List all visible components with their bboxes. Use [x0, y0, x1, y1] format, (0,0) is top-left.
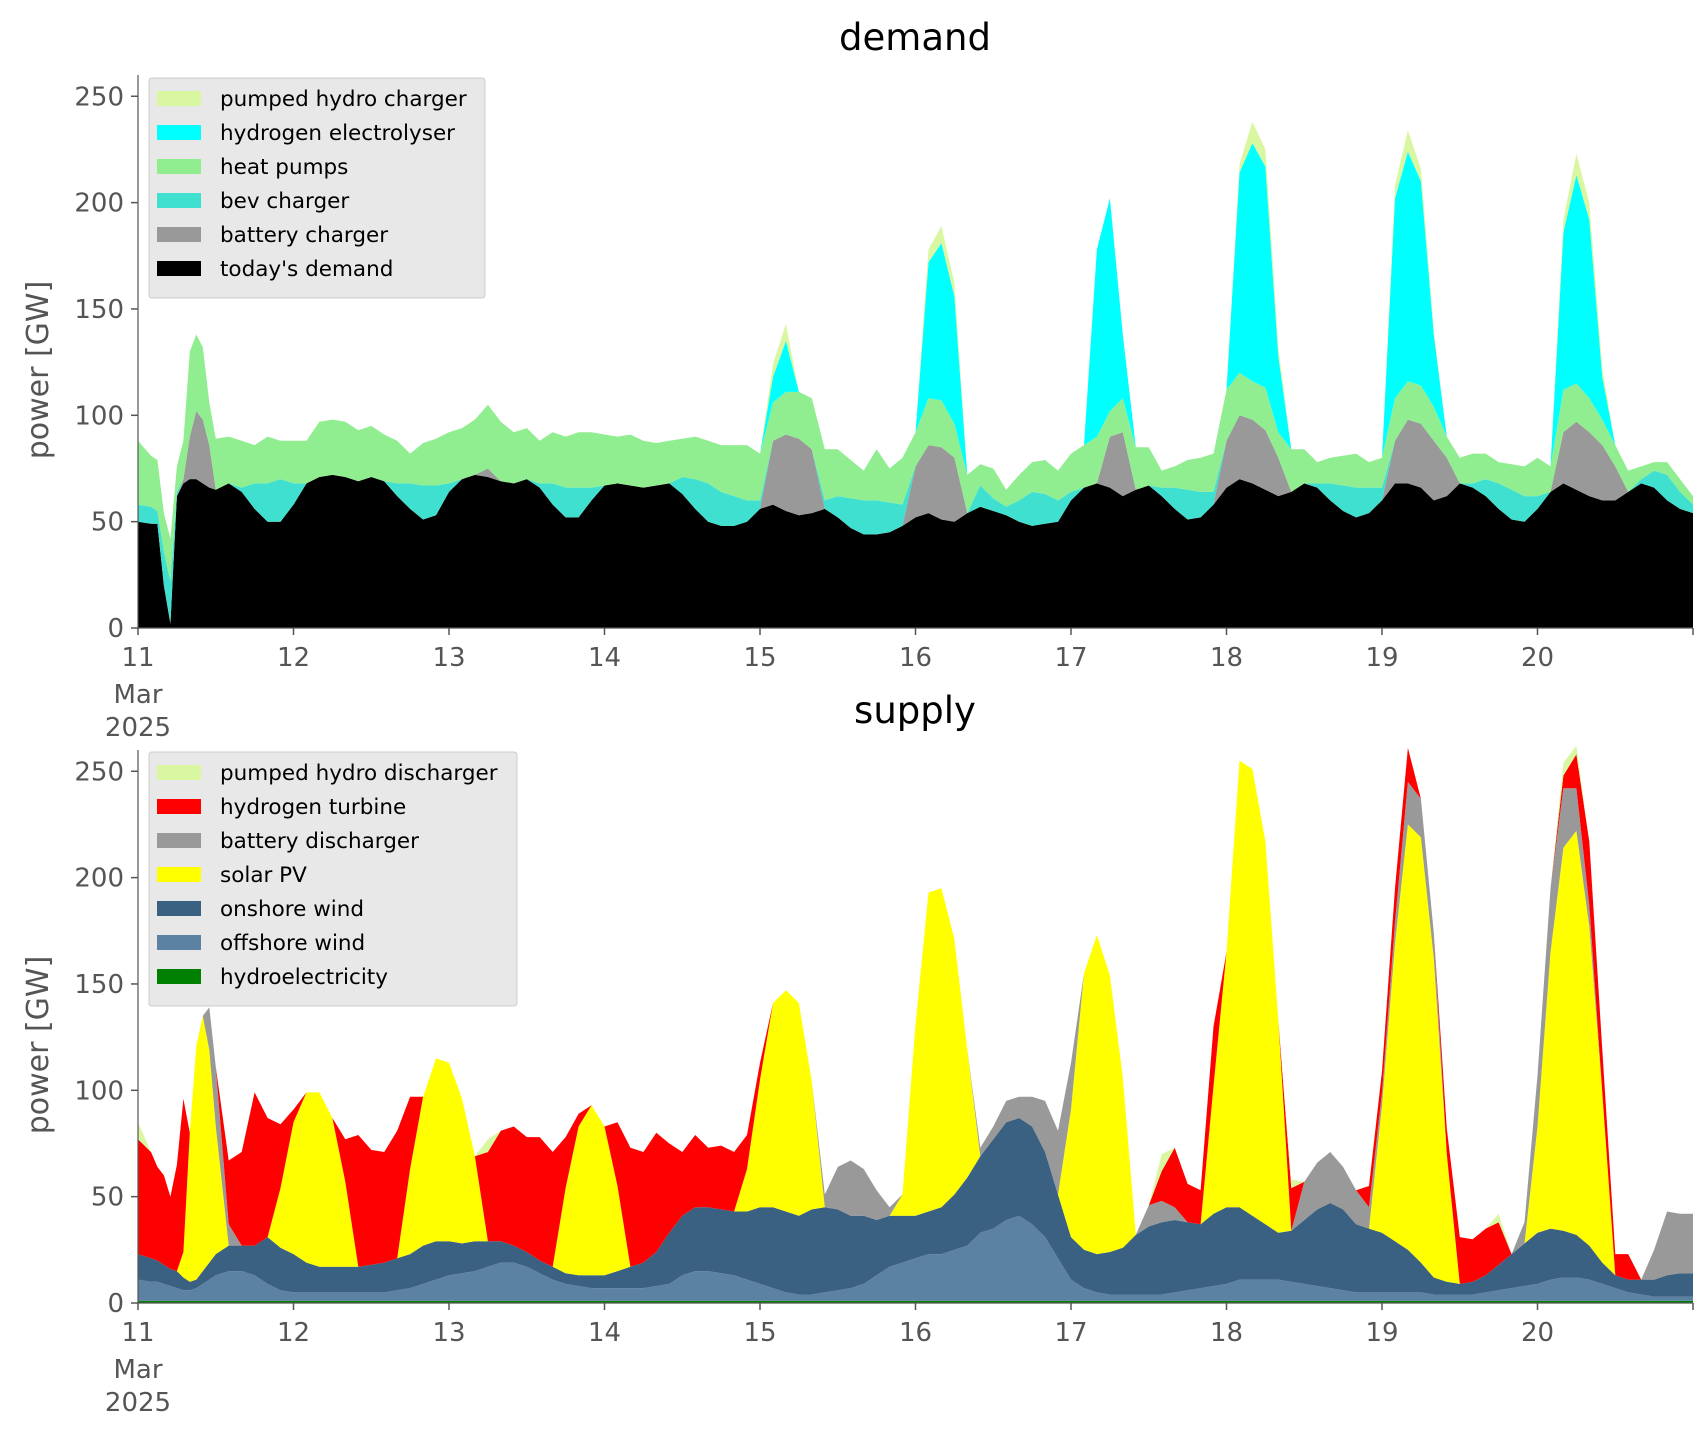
supply-y-tick-label: 200: [74, 864, 124, 894]
demand-title: demand: [839, 16, 991, 59]
supply-x-tick-label: 12: [277, 1318, 310, 1348]
supply-area-onshore-wind: [138, 1118, 1693, 1297]
supply-x-tick-label: 16: [899, 1318, 932, 1348]
demand-x-tick-label: 14: [588, 643, 621, 673]
supply-y-tick-label: 250: [74, 757, 124, 787]
demand-x-tick-sublabel: Mar: [113, 680, 162, 710]
supply-legend-box: [148, 751, 518, 1007]
supply-x-tick-sublabel: Mar: [113, 1355, 162, 1385]
demand-x-tick-label: 11: [121, 643, 154, 673]
supply-legend: pumped hydro discharger hydrogen turbine b…: [148, 751, 518, 1007]
demand-x-tick-label: 13: [432, 643, 465, 673]
demand-x-tick-label: 16: [899, 643, 932, 673]
demand-x-tick-sublabel: 2025: [105, 713, 171, 743]
demand-panel: demand power [GW] 0 50 100 150 200 250 11 12 13 1…: [21, 16, 1694, 743]
supply-x-tick-label: 17: [1054, 1318, 1087, 1348]
demand-legend-label-hydrogen-electrolyser: hydrogen electrolyser: [220, 121, 455, 146]
supply-legend-label-onshore-wind: onshore wind: [220, 897, 364, 922]
supply-x-tick-label: 19: [1365, 1318, 1398, 1348]
supply-x-tick-sublabel: 2025: [105, 1388, 171, 1418]
demand-x-tick-label: 20: [1521, 643, 1554, 673]
demand-legend-swatch-heat-pumps: [157, 159, 201, 174]
supply-y-tick-label: 100: [74, 1076, 124, 1106]
supply-legend-label-hydroelectricity: hydroelectricity: [220, 965, 388, 990]
supply-legend-swatch-battery-discharger: [157, 833, 201, 848]
demand-legend-swatch-bev-charger: [157, 193, 201, 208]
supply-area-offshore-wind: [138, 1215, 1693, 1301]
demand-legend-label-today-s-demand: today's demand: [220, 257, 393, 282]
supply-x-tick-label: 13: [432, 1318, 465, 1348]
supply-legend-swatch-hydrogen-turbine: [157, 799, 201, 814]
demand-legend: pumped hydro charger hydrogen electrolyse…: [148, 77, 486, 299]
demand-x-tick-label: 15: [743, 643, 776, 673]
demand-legend-label-pumped-hydro-charger: pumped hydro charger: [220, 87, 467, 112]
supply-legend-swatch-hydroelectricity: [157, 969, 201, 984]
demand-y-tick-label: 200: [74, 189, 124, 219]
demand-y-tick-label: 50: [91, 508, 124, 538]
demand-legend-box: [148, 77, 486, 299]
demand-legend-label-bev-charger: bev charger: [220, 189, 349, 214]
supply-panel: supply power [GW] 0 50 100 150 200 250 11 12 13 1…: [21, 689, 1694, 1418]
demand-legend-swatch-hydrogen-electrolyser: [157, 125, 201, 140]
supply-legend-label-offshore-wind: offshore wind: [220, 931, 365, 956]
demand-axes: 0 50 100 150 200 250 11 12 13 14 15 16 17 18 19 20 Mar20…: [74, 75, 1694, 743]
demand-y-axis-label: power [GW]: [21, 281, 56, 460]
supply-legend-swatch-solar-pv: [157, 867, 201, 882]
supply-y-tick-label: 150: [74, 970, 124, 1000]
demand-x-tick-label: 18: [1210, 643, 1243, 673]
supply-x-tick-label: 11: [121, 1318, 154, 1348]
demand-legend-label-battery-charger: battery charger: [220, 223, 388, 248]
supply-area-series: [138, 745, 1693, 1303]
demand-legend-swatch-today-s-demand: [157, 261, 201, 276]
demand-x-tick-label: 19: [1365, 643, 1398, 673]
demand-x-tick-label: 12: [277, 643, 310, 673]
supply-legend-label-solar-pv: solar PV: [220, 863, 307, 888]
supply-legend-swatch-offshore-wind: [157, 935, 201, 950]
demand-x-tick-label: 17: [1054, 643, 1087, 673]
supply-x-tick-label: 14: [588, 1318, 621, 1348]
supply-y-axis-label: power [GW]: [21, 956, 56, 1135]
demand-y-tick-label: 150: [74, 295, 124, 325]
demand-area-series: [138, 121, 1693, 628]
supply-area-solar-pv: [138, 760, 1693, 1284]
supply-legend-swatch-onshore-wind: [157, 901, 201, 916]
supply-legend-label-battery-discharger: battery discharger: [220, 829, 419, 854]
supply-area-hydrogen-turbine: [138, 747, 1693, 1284]
demand-legend-label-heat-pumps: heat pumps: [220, 155, 348, 180]
supply-legend-label-hydrogen-turbine: hydrogen turbine: [220, 795, 406, 820]
supply-x-tick-label: 18: [1210, 1318, 1243, 1348]
supply-legend-label-pumped-hydro-discharger: pumped hydro discharger: [220, 761, 498, 786]
supply-title: supply: [854, 689, 976, 732]
supply-x-tick-label: 15: [743, 1318, 776, 1348]
demand-area-battery-charger: [138, 411, 1693, 624]
demand-area-heat-pumps: [138, 334, 1693, 582]
supply-y-tick-label: 0: [107, 1289, 124, 1319]
supply-axes: 0 50 100 150 200 250 11 12 13 14 15 16 17 18 19 20 Mar20…: [74, 750, 1694, 1418]
demand-legend-swatch-battery-charger: [157, 227, 201, 242]
demand-legend-swatch-pumped-hydro-charger: [157, 91, 201, 106]
demand-area-today-s-demand: [138, 474, 1693, 628]
supply-y-tick-label: 50: [91, 1183, 124, 1213]
supply-legend-swatch-pumped-hydro-discharger: [157, 765, 201, 780]
demand-y-tick-label: 250: [74, 82, 124, 112]
demand-y-tick-label: 0: [107, 614, 124, 644]
supply-x-tick-label: 20: [1521, 1318, 1554, 1348]
demand-y-tick-label: 100: [74, 401, 124, 431]
